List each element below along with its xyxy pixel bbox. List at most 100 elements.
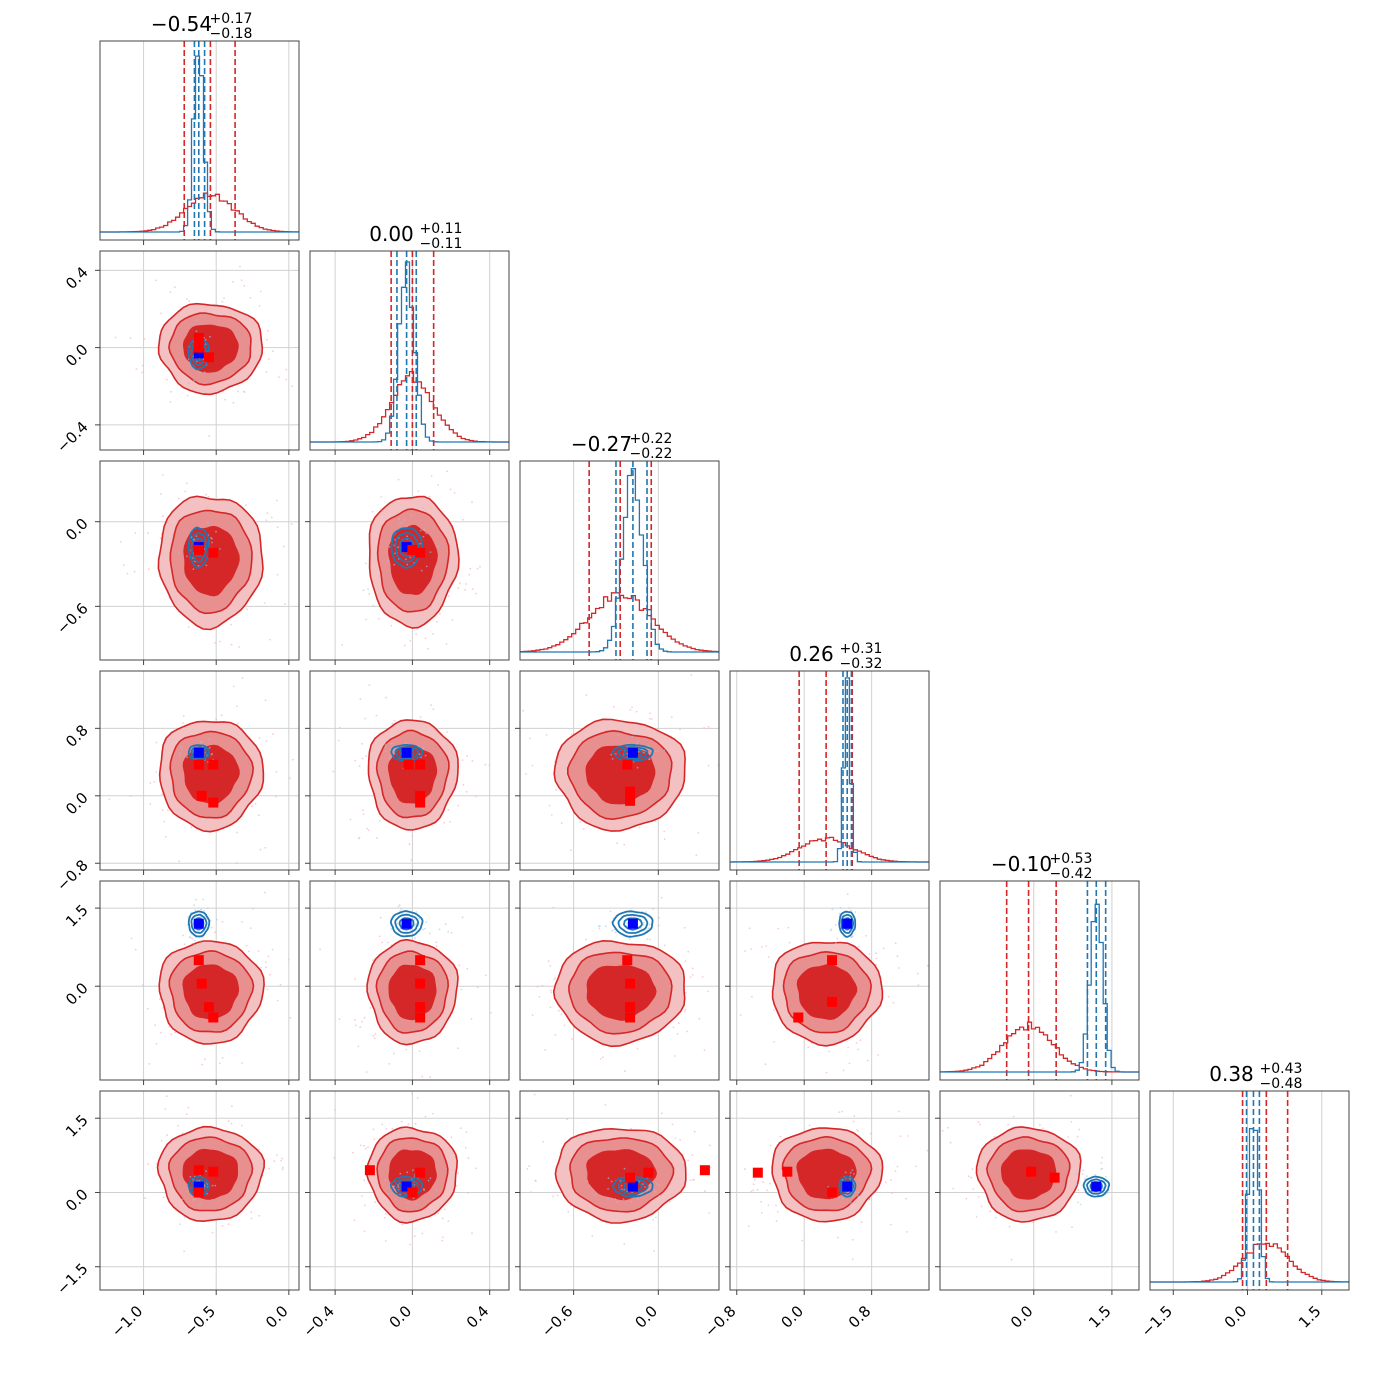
- red-sample-point: [236, 831, 238, 834]
- red-sample-point: [154, 1024, 157, 1026]
- red-sample-point: [769, 1182, 771, 1185]
- red-sample-point: [848, 1062, 851, 1065]
- red-sample-point: [970, 1176, 973, 1179]
- mode-marker: [827, 996, 838, 1007]
- mode-marker: [415, 978, 426, 989]
- x-tick-label: 1.5: [1295, 1302, 1325, 1332]
- red-sample-point: [259, 290, 262, 293]
- red-sample-point: [230, 643, 233, 646]
- blue-contour: [389, 910, 424, 938]
- blue-sample-point: [204, 338, 207, 341]
- red-sample-point: [915, 1165, 917, 1168]
- red-sample-point: [410, 859, 413, 861]
- red-sample-point: [855, 1042, 858, 1044]
- red-sample-point: [750, 1190, 753, 1193]
- red-sample-point: [214, 641, 217, 644]
- red-sample-point: [655, 1216, 657, 1219]
- red-sample-point: [186, 298, 188, 301]
- red-sample-point: [469, 567, 472, 570]
- hist-panel-3: 0.26 +0.31−0.32: [729, 641, 930, 871]
- red-sample-point: [449, 488, 452, 491]
- blue-sample-point: [202, 898, 205, 901]
- red-sample-point: [237, 722, 239, 725]
- red-sample-point: [445, 686, 447, 688]
- red-sample-point: [530, 1191, 533, 1193]
- x-tick-label: −0.8: [701, 1302, 739, 1340]
- red-sample-point: [449, 821, 451, 823]
- red-sample-point: [542, 1140, 545, 1143]
- red-sample-point: [721, 708, 723, 710]
- blue-sample-point: [393, 563, 396, 566]
- red-sample-point: [563, 1024, 566, 1027]
- red-sample-point: [185, 482, 188, 485]
- scatter-panel-4-0: [99, 880, 300, 1096]
- red-sample-point: [787, 926, 790, 929]
- red-sample-point: [457, 1172, 459, 1175]
- red-sample-point: [408, 843, 411, 846]
- blue-sample-point: [1075, 1183, 1078, 1186]
- red-sample-point: [649, 938, 651, 941]
- red-sample-point: [465, 1131, 468, 1134]
- red-sample-point: [263, 891, 266, 894]
- red-sample-point: [421, 1232, 424, 1235]
- red-sample-point: [450, 932, 453, 934]
- red-sample-point: [409, 1243, 411, 1246]
- red-sample-point: [268, 358, 270, 360]
- blue-sample-point: [193, 904, 196, 907]
- red-sample-point: [114, 336, 117, 339]
- panel-title-minus: −0.32: [840, 656, 883, 672]
- red-sample-point: [445, 643, 448, 645]
- red-sample-point: [677, 1022, 680, 1025]
- panel-title-value: −0.54: [151, 12, 212, 36]
- red-sample-point: [726, 815, 728, 817]
- red-sample-point: [363, 1230, 366, 1233]
- scatter-panel-4-1: [309, 880, 510, 1081]
- blue-sample-point: [384, 1179, 387, 1181]
- panel-frame: [729, 880, 930, 1081]
- red-sample-point: [285, 368, 288, 371]
- red-histogram: [310, 370, 509, 443]
- red-sample-point: [264, 961, 267, 963]
- red-sample-point: [411, 835, 414, 837]
- red-sample-point: [167, 809, 169, 812]
- red-sample-point: [549, 1006, 552, 1009]
- true-value-marker: [627, 747, 638, 758]
- red-sample-point: [457, 804, 459, 807]
- red-sample-point: [409, 446, 411, 448]
- red-sample-point: [993, 1135, 996, 1138]
- panel-frame: [309, 880, 510, 1081]
- red-sample-point: [635, 710, 638, 713]
- red-sample-point: [838, 1111, 841, 1113]
- x-tick-label: 0.0: [1221, 1302, 1251, 1332]
- blue-sample-point: [384, 743, 387, 746]
- blue-sample-point: [838, 912, 841, 915]
- blue-sample-point: [648, 923, 651, 926]
- blue-sample-point: [852, 1195, 854, 1198]
- red-sample-point: [381, 1123, 384, 1126]
- red-sample-point: [437, 1212, 440, 1215]
- red-sample-point: [197, 1094, 199, 1096]
- red-sample-point: [265, 966, 267, 969]
- panel-frame: [1149, 1090, 1350, 1291]
- red-sample-point: [149, 782, 152, 784]
- panel-title-value: 0.26: [789, 642, 834, 666]
- red-sample-point: [683, 927, 686, 929]
- blue-sample-point: [670, 1192, 673, 1195]
- red-sample-point: [141, 371, 143, 374]
- red-sample-point: [869, 1132, 872, 1135]
- red-sample-point: [187, 1106, 190, 1109]
- blue-sample-point: [206, 907, 209, 910]
- red-sample-point: [857, 1048, 859, 1051]
- blue-sample-point: [648, 745, 651, 748]
- blue-sample-point: [424, 754, 427, 757]
- red-sample-point: [926, 1149, 929, 1152]
- red-sample-point: [273, 1160, 276, 1163]
- blue-sample-point: [839, 907, 842, 909]
- red-sample-point: [392, 457, 394, 459]
- red-sample-point: [949, 1141, 952, 1144]
- red-sample-point: [875, 963, 878, 966]
- mode-marker: [625, 1172, 636, 1183]
- red-sample-point: [1101, 1156, 1104, 1159]
- blue-contour: [612, 743, 654, 762]
- red-sample-point: [129, 795, 132, 797]
